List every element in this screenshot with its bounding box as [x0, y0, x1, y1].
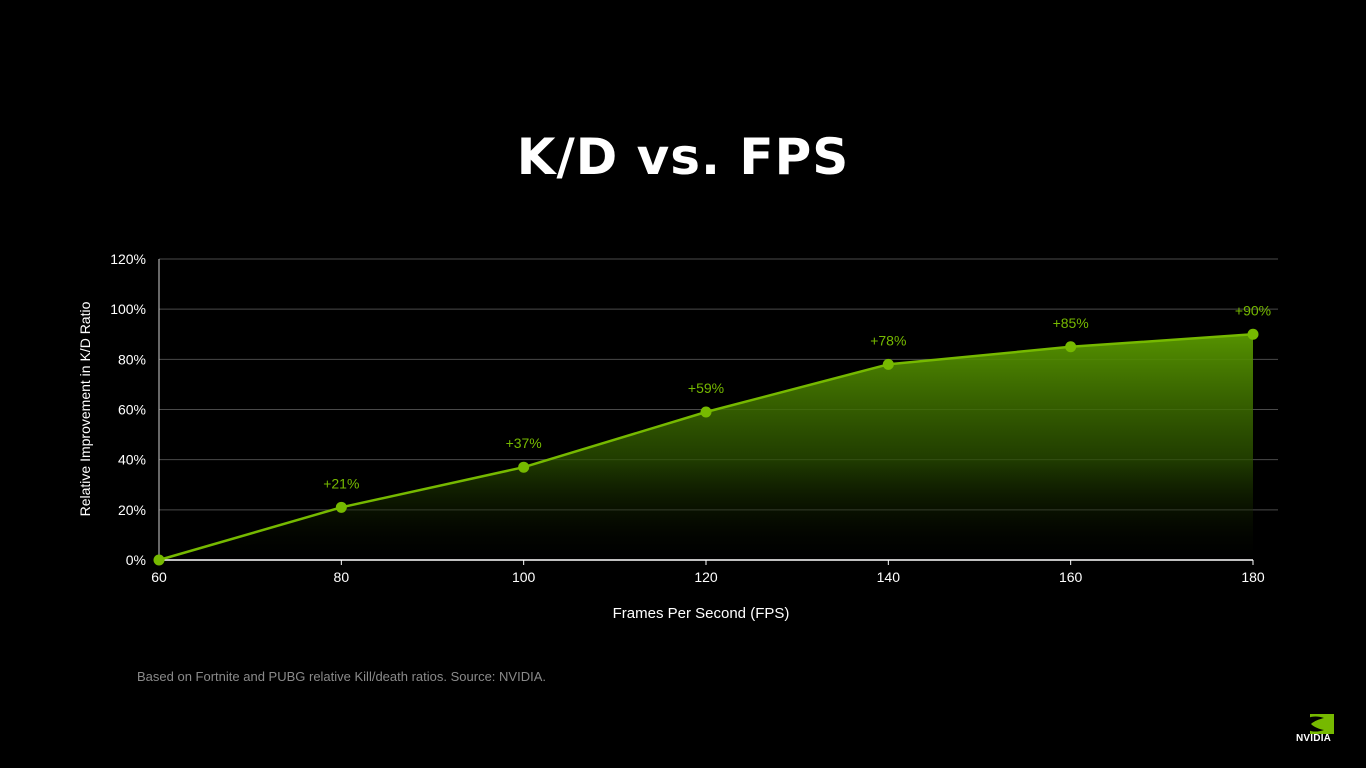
- x-tick-label: 100: [512, 569, 536, 585]
- area-fill: [159, 334, 1253, 560]
- data-label: +59%: [688, 380, 724, 396]
- x-tick-label: 180: [1241, 569, 1265, 585]
- x-axis-label: Frames Per Second (FPS): [613, 605, 790, 622]
- y-tick-label: 0%: [126, 552, 146, 568]
- y-tick-label: 80%: [118, 351, 146, 367]
- chart-title: K/D vs. FPS: [516, 128, 850, 186]
- nvidia-eye-logo-icon: [1301, 714, 1334, 734]
- data-label: +21%: [323, 475, 359, 491]
- data-label: +85%: [1053, 315, 1089, 331]
- data-point: [882, 358, 894, 370]
- data-label: +37%: [506, 435, 542, 451]
- data-points: [153, 328, 1259, 566]
- x-tick-label: 140: [877, 569, 901, 585]
- x-tick-label: 60: [151, 569, 167, 585]
- x-tick-label: 80: [334, 569, 350, 585]
- tick-labels: 0% 20% 40% 60% 80% 100% 120% 60 80 100 120 140 160 18…: [110, 251, 1265, 585]
- data-point: [700, 406, 712, 418]
- data-point: [518, 461, 530, 473]
- data-point: [1065, 341, 1077, 353]
- data-point: [335, 501, 347, 513]
- data-point: [153, 554, 165, 566]
- y-axis-label: Relative Improvement in K/D Ratio: [77, 301, 93, 516]
- data-label: +90%: [1235, 302, 1271, 318]
- y-tick-label: 60%: [118, 402, 146, 418]
- data-point: [1247, 328, 1259, 340]
- y-tick-label: 120%: [110, 251, 146, 267]
- y-tick-label: 40%: [118, 452, 146, 468]
- y-tick-label: 20%: [118, 502, 146, 518]
- y-tick-label: 100%: [110, 301, 146, 317]
- nvidia-wordmark: NVIDIA: [1296, 733, 1332, 744]
- series-area: [159, 334, 1253, 560]
- x-tick-label: 120: [694, 569, 718, 585]
- source-footnote: Based on Fortnite and PUBG relative Kill…: [137, 669, 546, 684]
- x-tick-label: 160: [1059, 569, 1083, 585]
- data-labels: +21% +37% +59% +78% +85% +90%: [323, 302, 1271, 491]
- data-label: +78%: [870, 332, 906, 348]
